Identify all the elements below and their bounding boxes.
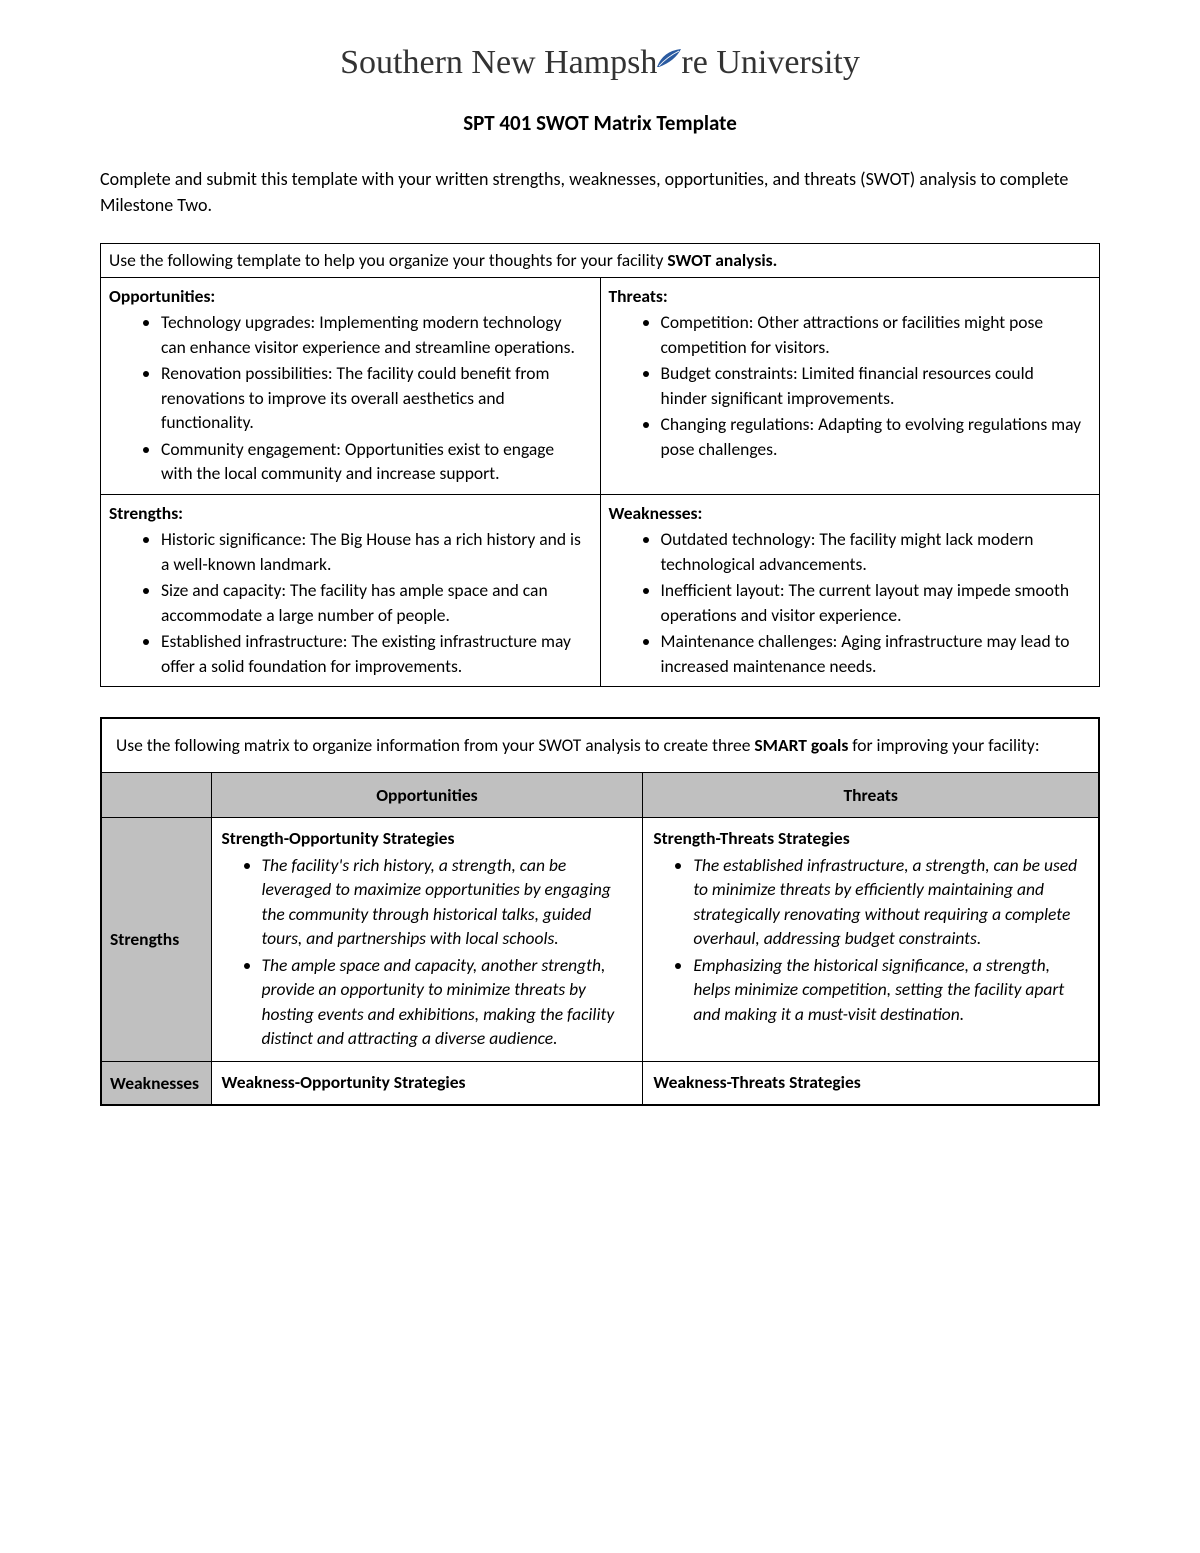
strengths-heading: Strengths: [109,501,592,526]
list-item: Competition: Other attractions or facili… [661,310,1092,359]
weaknesses-list: Outdated technology: The facility might … [609,527,1092,678]
list-item: Changing regulations: Adapting to evolvi… [661,412,1092,461]
university-logo: Southern New Hampsh re University [340,40,860,90]
list-item: Inefficient layout: The current layout m… [661,578,1092,627]
swot-header-prefix: Use the following template to help you o… [109,249,667,271]
list-item: Established infrastructure: The existing… [161,629,592,678]
wt-cell: Weakness-Threats Strategies [643,1061,1099,1105]
so-list: The facility's rich history, a strength,… [222,853,633,1051]
swot-header-row: Use the following template to help you o… [101,244,1100,278]
swot-header-bold: SWOT analysis. [667,249,777,271]
document-page: Southern New Hampsh re University SPT 401… [0,0,1200,1186]
opportunities-heading: Opportunities: [109,284,592,309]
strengths-cell: Strengths: Historic significance: The Bi… [101,494,601,687]
matrix-intro-cell: Use the following matrix to organize inf… [101,718,1099,772]
matrix-intro-bold: SMART goals [754,734,848,756]
logo-text-before: Southern New Hampsh [340,44,657,81]
weaknesses-cell: Weaknesses: Outdated technology: The fac… [600,494,1100,687]
logo-text-after: re University [681,44,859,81]
threats-list: Competition: Other attractions or facili… [609,310,1092,461]
list-item: Historic significance: The Big House has… [161,527,592,576]
threats-cell: Threats: Competition: Other attractions … [600,277,1100,494]
matrix-intro-suffix: for improving your facility: [848,734,1039,756]
document-title: SPT 401 SWOT Matrix Template [100,110,1100,136]
opportunities-cell: Opportunities: Technology upgrades: Impl… [101,277,601,494]
list-item: Maintenance challenges: Aging infrastruc… [661,629,1092,678]
row-weaknesses: Weaknesses [101,1061,211,1105]
swot-table: Use the following template to help you o… [100,243,1100,687]
so-heading: Strength-Opportunity Strategies [222,826,633,851]
weaknesses-heading: Weaknesses: [609,501,1092,526]
threats-heading: Threats: [609,284,1092,309]
list-item: Budget constraints: Limited financial re… [661,361,1092,410]
list-item: The ample space and capacity, another st… [262,953,633,1051]
list-item: The established infrastructure, a streng… [693,853,1088,951]
wt-heading: Weakness-Threats Strategies [653,1070,1088,1095]
col-opportunities: Opportunities [211,772,643,818]
st-list: The established infrastructure, a streng… [653,853,1088,1027]
strengths-list: Historic significance: The Big House has… [109,527,592,678]
list-item: The facility's rich history, a strength,… [262,853,633,951]
col-threats: Threats [643,772,1099,818]
wo-heading: Weakness-Opportunity Strategies [222,1070,633,1095]
matrix-corner [101,772,211,818]
logo-container: Southern New Hampsh re University [100,40,1100,90]
row-strengths: Strengths [101,818,211,1062]
so-cell: Strength-Opportunity Strategies The faci… [211,818,643,1062]
list-item: Renovation possibilities: The facility c… [161,361,592,435]
list-item: Community engagement: Opportunities exis… [161,437,592,486]
matrix-intro-prefix: Use the following matrix to organize inf… [116,734,754,756]
list-item: Technology upgrades: Implementing modern… [161,310,592,359]
wo-cell: Weakness-Opportunity Strategies [211,1061,643,1105]
list-item: Size and capacity: The facility has ampl… [161,578,592,627]
leaf-icon [655,40,683,78]
opportunities-list: Technology upgrades: Implementing modern… [109,310,592,486]
intro-paragraph: Complete and submit this template with y… [100,166,1100,218]
list-item: Emphasizing the historical significance,… [693,953,1088,1027]
st-heading: Strength-Threats Strategies [653,826,1088,851]
strategy-matrix: Use the following matrix to organize inf… [100,717,1100,1106]
st-cell: Strength-Threats Strategies The establis… [643,818,1099,1062]
list-item: Outdated technology: The facility might … [661,527,1092,576]
